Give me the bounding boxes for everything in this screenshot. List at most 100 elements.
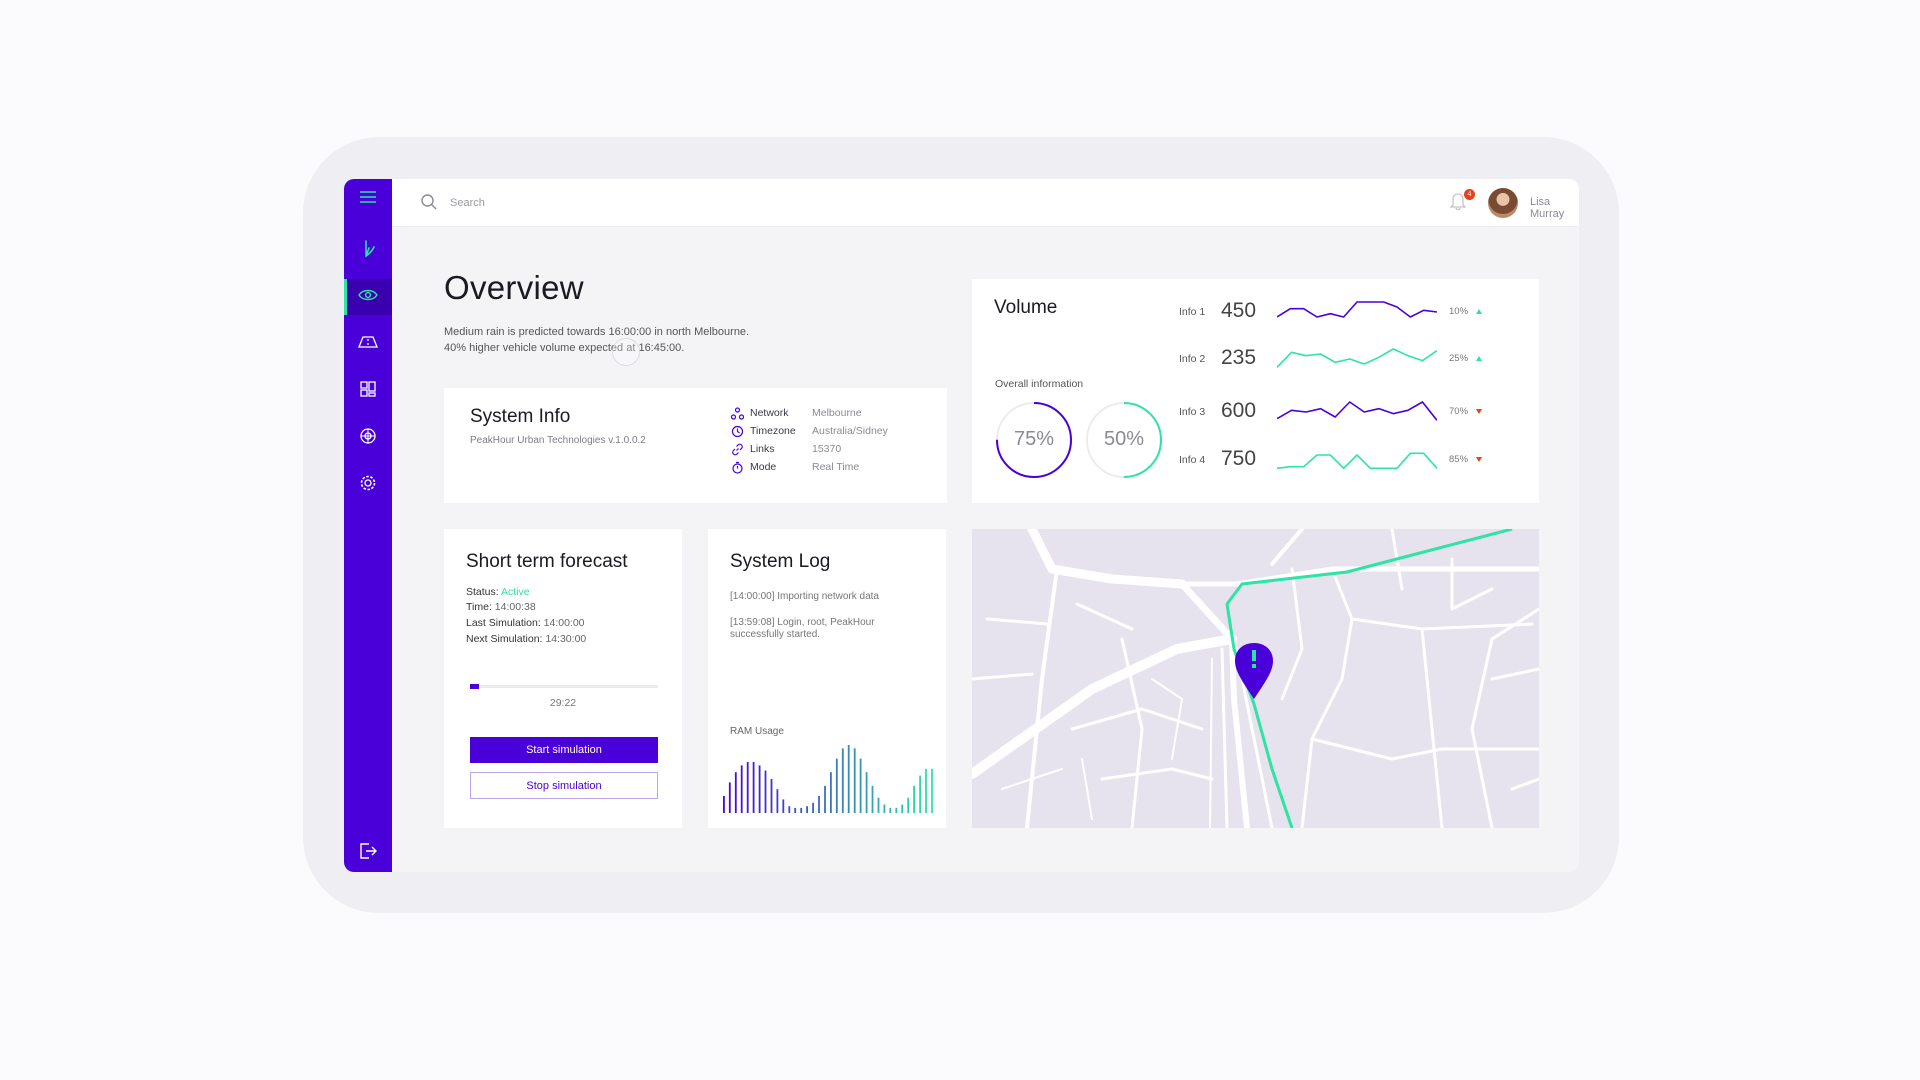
alert-marker-icon[interactable] [1235,643,1273,699]
ram-bar [740,765,743,813]
next-simulation-label: Next Simulation: [466,633,543,645]
last-simulation-label: Last Simulation: [466,617,541,629]
overview-message: Medium rain is predicted towards 16:00:0… [444,324,749,356]
ram-bar [853,748,856,813]
sidebar-item-analytics[interactable] [344,420,392,456]
log-entry: [14:00:00] Importing network data [730,591,879,602]
sidebar-item-settings[interactable] [344,467,392,503]
app-window: 4 Lisa Murray Overview Medium rain is pr… [344,179,1579,872]
system-info-row: Links 15370 [730,440,841,458]
overall-information-label: Overall information [995,378,1084,390]
ram-bar [901,804,904,813]
overview-message-line2: 40% higher vehicle volume expected at 16… [444,342,685,354]
user-name[interactable]: Lisa Murray [1530,196,1565,220]
ram-bar [728,782,731,813]
ram-bar [889,807,892,813]
bell-icon[interactable] [1449,191,1467,216]
ram-bar [794,807,797,813]
map-canvas[interactable] [972,529,1539,828]
sidebar [344,179,392,872]
traffic-map[interactable] [972,529,1539,828]
donut-label: 50% [1103,428,1145,450]
logout-icon [357,843,379,866]
progress-time: 29:22 [549,697,577,709]
system-info-subtitle: PeakHour Urban Technologies v.1.0.0.2 [470,435,646,446]
ram-bar [734,772,737,813]
donut-chart-1 [996,402,1072,478]
start-simulation-button[interactable]: Start simulation [470,737,658,763]
logout-button[interactable] [357,840,379,867]
volume-info-row: Info 2 235 25% [1179,346,1529,372]
page-title: Overview [444,269,584,306]
info-percent: 85% [1449,454,1469,465]
log-entry: [13:59:08] Login, root, PeakHour success… [730,617,875,640]
info-percent: 70% [1449,406,1469,417]
stop-simulation-button[interactable]: Stop simulation [470,772,658,799]
ram-bar [818,796,820,813]
trend-down-icon [1476,409,1482,414]
sidebar-item-overview[interactable] [344,279,392,315]
volume-info-row: Info 4 750 85% [1179,447,1529,473]
sparkline-path [1277,348,1437,368]
volume-card: Volume Overall information 75% 50% Info … [972,279,1539,503]
ram-bar [913,785,915,813]
search-icon[interactable] [420,193,438,216]
menu-button[interactable] [344,181,392,217]
sidebar-item-dashboard[interactable] [344,373,392,409]
info-value: 750 [1221,447,1257,470]
cursor-indicator [612,338,640,366]
ram-bar [782,799,785,813]
ram-bar [770,779,773,813]
system-info-value: Real Time [812,461,860,473]
route-line [1225,529,1513,828]
trend-up-icon [1476,356,1482,361]
grid-icon [357,378,379,405]
avatar[interactable] [1488,188,1518,218]
info-value: 600 [1221,399,1257,422]
system-info-label: Links [750,443,775,455]
ram-bar [877,797,880,813]
gear-icon [357,472,379,499]
sidebar-item-roads[interactable] [344,326,392,362]
stopwatch-icon [730,460,744,474]
ram-bar [788,806,791,813]
road-icon [357,331,379,358]
forecast-title: Short term forecast [466,551,628,572]
info-label: Info 2 [1179,353,1206,365]
ram-bar [871,785,874,813]
sparkline [1277,401,1437,421]
system-info-label: Timezone [750,425,796,437]
system-info-row: Timezone Australia/Sidney [730,422,888,440]
system-info-title: System Info [470,406,571,427]
ram-bar [752,762,755,813]
notification-badge: 4 [1464,189,1475,200]
info-label: Info 1 [1179,306,1206,318]
ram-usage-chart [723,745,933,813]
system-info-value: 15370 [812,443,842,455]
clock-icon [730,424,744,438]
sparkline [1277,348,1437,368]
trend-down-icon [1476,457,1482,462]
status-label: Status: [466,586,499,598]
time-value: 14:00:38 [494,601,536,613]
ram-bar [835,758,838,813]
search-input[interactable] [450,193,750,213]
link-icon [730,442,744,456]
ram-bar [925,768,927,813]
last-simulation-value: 14:00:00 [543,617,585,629]
next-simulation-value: 14:30:00 [545,633,587,645]
ram-bar [883,804,886,813]
system-info-value: Australia/Sidney [812,425,888,437]
sparkline-path [1277,401,1437,421]
forecast-last-simulation: Last Simulation: 14:00:00 [466,617,585,629]
system-info-row: Network Melbourne [730,404,862,422]
ram-bar [859,758,862,813]
topbar: 4 Lisa Murray [392,179,1579,227]
logo-link[interactable] [344,233,392,269]
simulation-progress-bar [470,684,658,689]
info-label: Info 4 [1179,454,1206,466]
ram-usage-label: RAM Usage [730,726,784,737]
sparkline-path [1277,301,1437,318]
eye-icon [357,284,379,311]
forecast-time: Time: 14:00:38 [466,601,536,613]
